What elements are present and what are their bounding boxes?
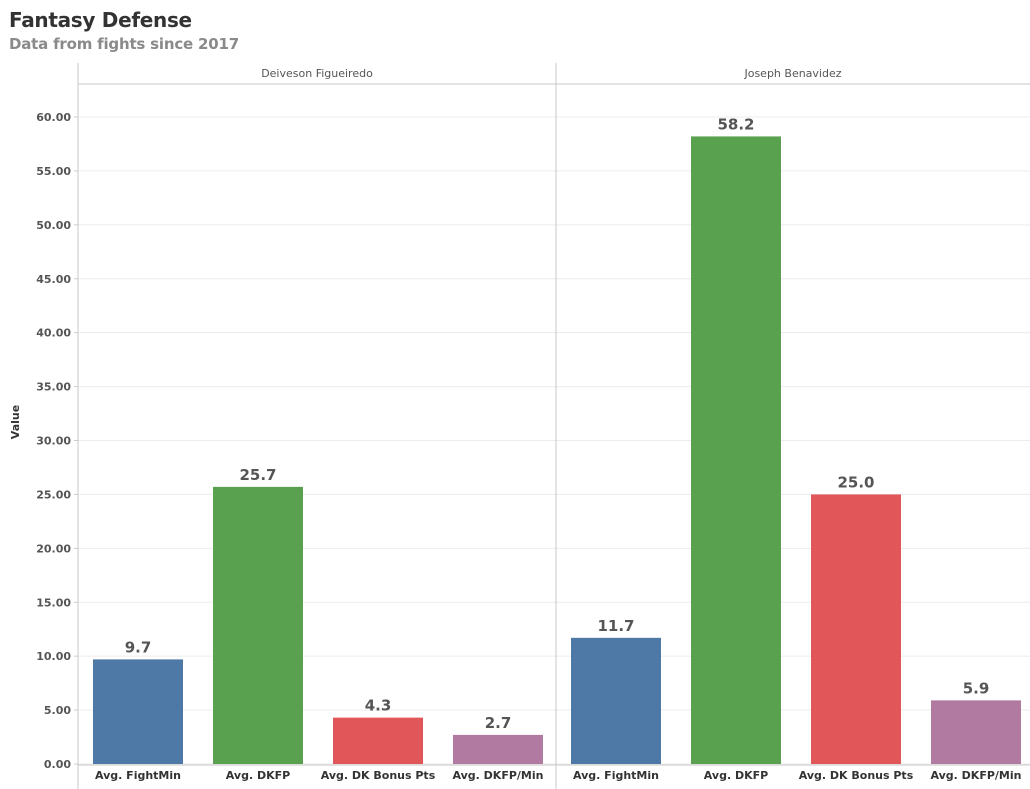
data-label: 4.3 <box>365 697 392 715</box>
bar <box>571 637 661 764</box>
panel-header: Deiveson Figueiredo <box>261 67 373 80</box>
y-tick-label: 0.00 <box>44 758 71 771</box>
data-label: 9.7 <box>125 638 152 656</box>
y-tick-label: 60.00 <box>36 111 71 124</box>
y-tick-label: 40.00 <box>36 327 71 340</box>
y-axis-title: Value <box>9 405 22 439</box>
x-tick-label: Avg. DKFP/Min <box>931 769 1022 782</box>
bar <box>333 717 423 764</box>
x-tick-label: Avg. DKFP <box>704 769 768 782</box>
chart-text: 0.00 5.00 10.00 15.00 20.00 25.00 30.00 35.00 40… <box>9 67 1021 782</box>
x-tick-label: Avg. DK Bonus Pts <box>799 769 914 782</box>
x-tick-label: Avg. FightMin <box>95 769 181 782</box>
bar <box>931 700 1021 764</box>
data-label: 25.7 <box>239 466 276 484</box>
bar <box>213 486 303 764</box>
y-tick-label: 55.00 <box>36 165 71 178</box>
y-tick-label: 15.00 <box>36 596 71 609</box>
y-tick-label: 20.00 <box>36 542 71 555</box>
data-label: 11.7 <box>597 617 634 635</box>
data-label: 25.0 <box>837 473 874 491</box>
y-tick-label: 5.00 <box>44 704 71 717</box>
x-tick-label: Avg. FightMin <box>573 769 659 782</box>
grid-lines <box>78 116 1030 765</box>
bar <box>453 734 543 764</box>
bar <box>811 494 901 764</box>
y-tick-label: 25.00 <box>36 488 71 501</box>
data-label: 58.2 <box>717 115 754 133</box>
chart-title: Fantasy Defense <box>9 8 192 32</box>
y-tick-label: 50.00 <box>36 219 71 232</box>
y-tick-label: 35.00 <box>36 381 71 394</box>
x-tick-label: Avg. DKFP/Min <box>453 769 544 782</box>
y-tick-label: 10.00 <box>36 650 71 663</box>
chart-subtitle: Data from fights since 2017 <box>9 35 239 53</box>
x-tick-label: Avg. DKFP <box>226 769 290 782</box>
panel-header: Joseph Benavidez <box>743 67 841 80</box>
data-label: 5.9 <box>963 679 990 697</box>
bar <box>691 136 781 764</box>
y-tick-label: 45.00 <box>36 273 71 286</box>
bar <box>93 659 183 764</box>
axes <box>74 63 1030 789</box>
bars <box>93 136 1021 764</box>
data-label: 2.7 <box>485 714 512 732</box>
x-tick-label: Avg. DK Bonus Pts <box>321 769 436 782</box>
y-tick-label: 30.00 <box>36 435 71 448</box>
